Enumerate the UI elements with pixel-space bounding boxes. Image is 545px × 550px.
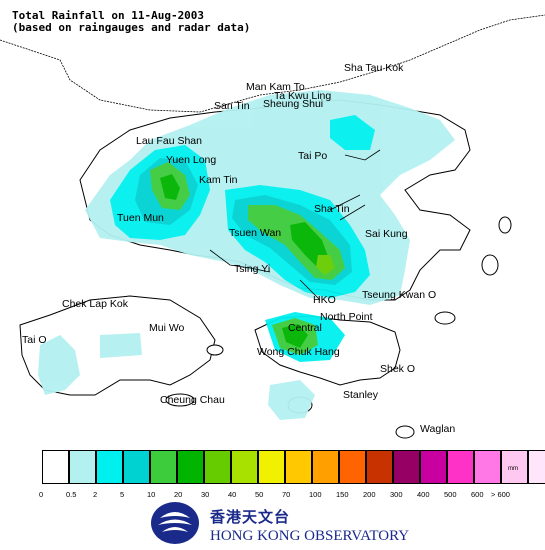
label-kam-tin: Kam Tin — [199, 174, 238, 186]
legend-unit: mm — [508, 466, 518, 472]
map-subtitle: (based on raingauges and radar data) — [12, 21, 251, 34]
legend-tick-label: 150 — [336, 490, 349, 499]
legend-swatch — [339, 450, 366, 484]
label-sai-kung: Sai Kung — [365, 228, 408, 240]
legend-swatch — [285, 450, 312, 484]
legend-swatch — [393, 450, 420, 484]
label-shek-o: Shek O — [380, 363, 415, 375]
legend-swatch — [420, 450, 447, 484]
legend-swatch — [96, 450, 123, 484]
legend-tick-label: 300 — [390, 490, 403, 499]
legend-tick-label: 2 — [93, 490, 98, 499]
rainfall-fill-layer — [38, 90, 455, 420]
place-labels: Sha Tau Kok Man Kam To Ta Kwu Ling San T… — [22, 62, 455, 435]
label-tai-o: Tai O — [22, 334, 47, 346]
label-lau-fau-shan: Lau Fau Shan — [136, 135, 202, 147]
rain-area-0.5-2-lantau — [38, 335, 80, 395]
label-man-kam-to: Man Kam To — [246, 81, 305, 93]
legend-tick-label: 400 — [417, 490, 430, 499]
legend-swatch — [258, 450, 285, 484]
legend-tick-label: 200 — [363, 490, 376, 499]
rain-area-2-5-c — [330, 115, 375, 150]
label-central: Central — [288, 322, 322, 334]
legend-swatch — [150, 450, 177, 484]
legend-tick-label: 50 — [255, 490, 264, 499]
legend-tick-label: 600 — [471, 490, 484, 499]
legend-swatch — [501, 450, 528, 484]
rain-area-0.5-2-mid — [100, 333, 142, 358]
label-san-tin: San Tin — [214, 100, 250, 112]
legend-tick-label: 100 — [309, 490, 322, 499]
label-north-point: North Point — [320, 311, 373, 323]
legend-tick-label: 0.5 — [66, 490, 77, 499]
label-chek-lap-kok: Chek Lap Kok — [62, 298, 129, 310]
legend-tick-label: 70 — [282, 490, 291, 499]
map-title: Total Rainfall on 11-Aug-2003 — [12, 9, 205, 22]
label-ta-kwu-ling: Ta Kwu Ling — [274, 90, 331, 102]
label-mui-wo: Mui Wo — [149, 322, 185, 334]
legend-swatch — [312, 450, 339, 484]
label-sheung-shui: Sheung Shui — [263, 98, 323, 110]
rainfall-map: Sha Tau Kok Man Kam To Ta Kwu Ling San T… — [0, 14, 545, 439]
rain-area-30-40 — [316, 255, 335, 275]
legend-swatch — [42, 450, 69, 484]
legend-tick-label: 20 — [174, 490, 183, 499]
hko-emblem-icon — [151, 502, 199, 544]
label-tsing-yi: Tsing Yi — [234, 263, 270, 275]
label-tuen-mun: Tuen Mun — [117, 212, 164, 224]
legend-swatch — [204, 450, 231, 484]
legend-tick-label: 500 — [444, 490, 457, 499]
legend-tick-label: 30 — [201, 490, 210, 499]
label-waglan: Waglan — [420, 423, 455, 435]
detail-lines — [209, 149, 381, 301]
label-tsuen-wan: Tsuen Wan — [229, 227, 281, 239]
rain-area-0.5-2-south — [268, 380, 315, 420]
legend-swatch — [528, 450, 545, 484]
label-tseung-kwan-o: Tseung Kwan O — [362, 289, 436, 301]
legend-swatch — [231, 450, 258, 484]
rain-area-20-30 — [160, 174, 180, 200]
legend-tick-label: > 600 — [491, 490, 510, 499]
label-cheung-chau: Cheung Chau — [160, 394, 225, 406]
label-hko: HKO — [313, 294, 336, 306]
logo-chinese-name: 香港天文台 — [210, 508, 291, 526]
legend-swatch — [474, 450, 501, 484]
legend-tick-label: 10 — [147, 490, 156, 499]
label-wong-chuk-hang: Wong Chuk Hang — [257, 346, 340, 358]
legend-tick-label: 40 — [228, 490, 237, 499]
label-sha-tau-kok: Sha Tau Kok — [344, 62, 404, 74]
label-sha-tin: Sha Tin — [314, 203, 350, 215]
label-yuen-long: Yuen Long — [166, 154, 216, 166]
logo-english-name: HONG KONG OBSERVATORY — [210, 528, 410, 544]
legend-swatch — [366, 450, 393, 484]
legend-tick-label: 0 — [39, 490, 44, 499]
legend-swatch — [177, 450, 204, 484]
label-stanley: Stanley — [343, 389, 379, 401]
label-tai-po: Tai Po — [298, 150, 327, 162]
legend-swatch — [69, 450, 96, 484]
legend-swatch — [447, 450, 474, 484]
mainland-coast — [0, 14, 545, 113]
legend-swatch — [123, 450, 150, 484]
hko-logo: 香港天文台 HONG KONG OBSERVATORY — [148, 500, 418, 548]
rain-area-20-30-c — [282, 324, 308, 348]
legend-tick-label: 5 — [120, 490, 125, 499]
